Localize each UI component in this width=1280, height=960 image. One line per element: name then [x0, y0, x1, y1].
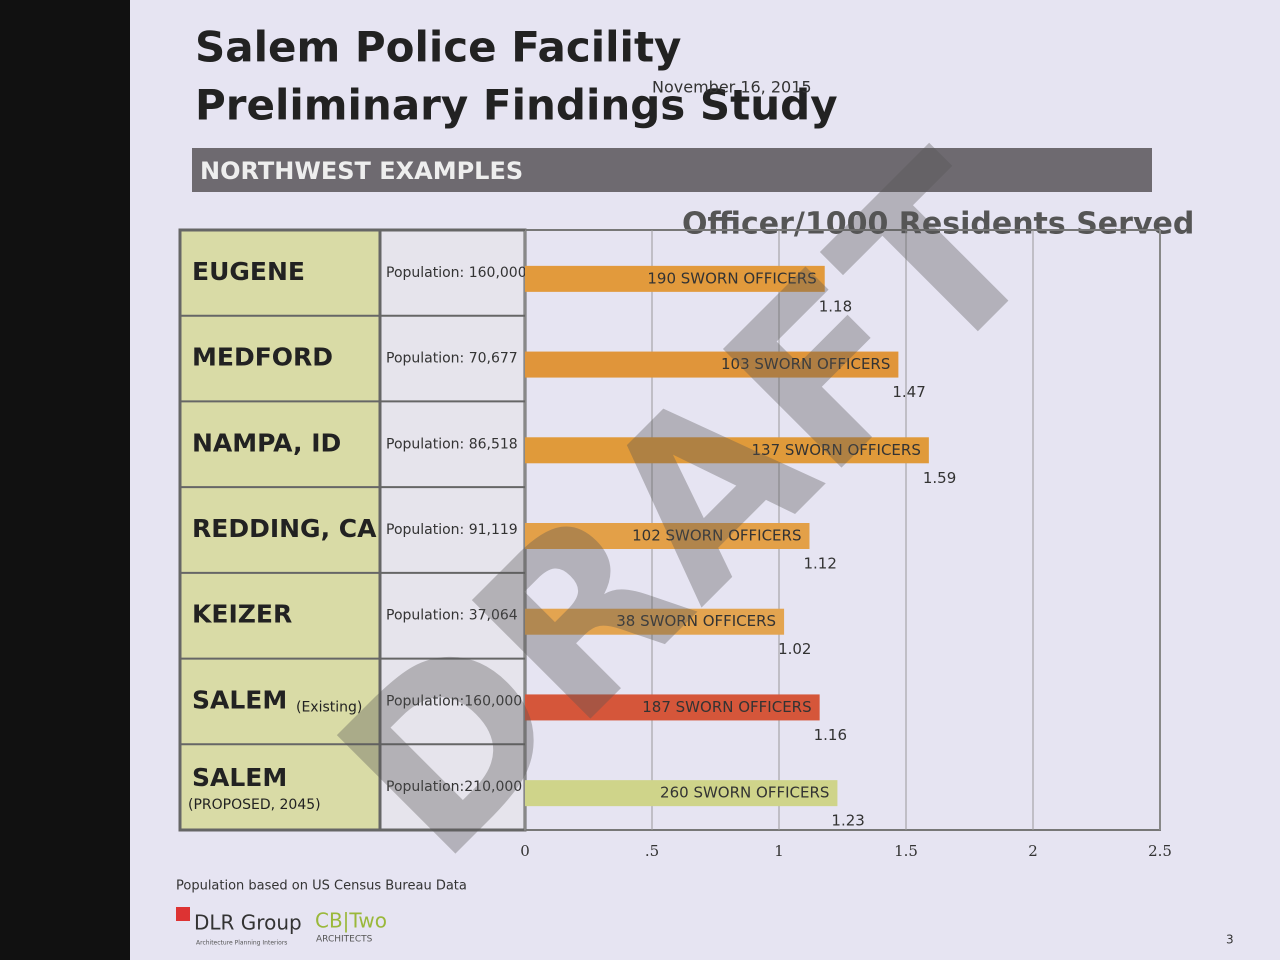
value-label: 1.12 — [803, 555, 836, 573]
x-tick-label: 2 — [1028, 842, 1038, 860]
bar — [525, 351, 899, 378]
category-label: SALEM — [192, 763, 287, 792]
value-label: 1.16 — [814, 726, 847, 744]
category-label: MEDFORD — [192, 343, 333, 372]
category-label: REDDING, CA — [192, 514, 377, 543]
footnote: Population based on US Census Bureau Dat… — [176, 879, 467, 894]
value-label: 1.02 — [778, 640, 811, 658]
logo: CB|Two — [315, 909, 387, 933]
population-label: Population: 37,064 — [386, 608, 518, 624]
bar — [525, 780, 838, 807]
value-label: 1.18 — [819, 297, 852, 315]
bar — [525, 608, 785, 635]
population-label: Population: 70,677 — [386, 351, 518, 367]
value-label: 1.47 — [892, 383, 925, 401]
bar-label: 38 SWORN OFFICERS — [616, 612, 776, 630]
x-tick-label: 1.5 — [894, 842, 918, 860]
population-label: Population: 91,119 — [386, 522, 518, 538]
category-label: KEIZER — [192, 600, 292, 629]
population-label: Population: 86,518 — [386, 436, 518, 452]
category-note: (Existing) — [296, 699, 362, 715]
logo-sub: ARCHITECTS — [316, 935, 373, 945]
chart: 0 .5 1 1.5 2 2.5 EUGENE Population: 160,000 190 … — [178, 228, 1172, 860]
title-line: Salem Police Facility — [195, 23, 681, 72]
x-tick-label: 2.5 — [1148, 842, 1172, 860]
section-title: NORTHWEST EXAMPLES — [200, 157, 523, 185]
population-label: Population:210,000 — [386, 779, 522, 795]
bar — [525, 437, 929, 464]
bar-label: 103 SWORN OFFICERS — [721, 355, 890, 373]
x-tick-label: 0 — [520, 842, 530, 860]
logo-icon — [176, 907, 190, 921]
x-tick-label: 1 — [774, 842, 784, 860]
city-column — [178, 228, 382, 832]
logo: DLR Group — [194, 911, 302, 935]
category-label: NAMPA, ID — [192, 428, 341, 457]
bar-label: 137 SWORN OFFICERS — [752, 441, 921, 459]
bar-label: 260 SWORN OFFICERS — [660, 784, 829, 802]
x-tick-label: .5 — [645, 842, 659, 860]
bar-label: 102 SWORN OFFICERS — [632, 527, 801, 545]
bar-label: 187 SWORN OFFICERS — [642, 698, 811, 716]
page-number: 3 — [1226, 933, 1234, 947]
population-label: Population: 160,000 — [386, 265, 527, 281]
population-label: Population:160,000 — [386, 693, 522, 709]
value-label: 1.59 — [923, 469, 956, 487]
category-label: SALEM — [192, 685, 287, 714]
logo-tagline: Architecture Planning Interiors — [196, 940, 287, 947]
value-label: 1.23 — [831, 812, 864, 830]
category-label: EUGENE — [192, 257, 305, 286]
category-note: (PROPOSED, 2045) — [188, 797, 321, 813]
bar — [525, 523, 810, 549]
bar — [525, 265, 825, 292]
date: November 16, 2015 — [652, 78, 812, 97]
section-bar — [192, 148, 1152, 192]
title-line: Preliminary Findings Study — [195, 81, 838, 130]
bar-label: 190 SWORN OFFICERS — [647, 269, 816, 287]
chart-title: Officer/1000 Residents Served — [682, 207, 1194, 242]
bar — [525, 694, 820, 721]
